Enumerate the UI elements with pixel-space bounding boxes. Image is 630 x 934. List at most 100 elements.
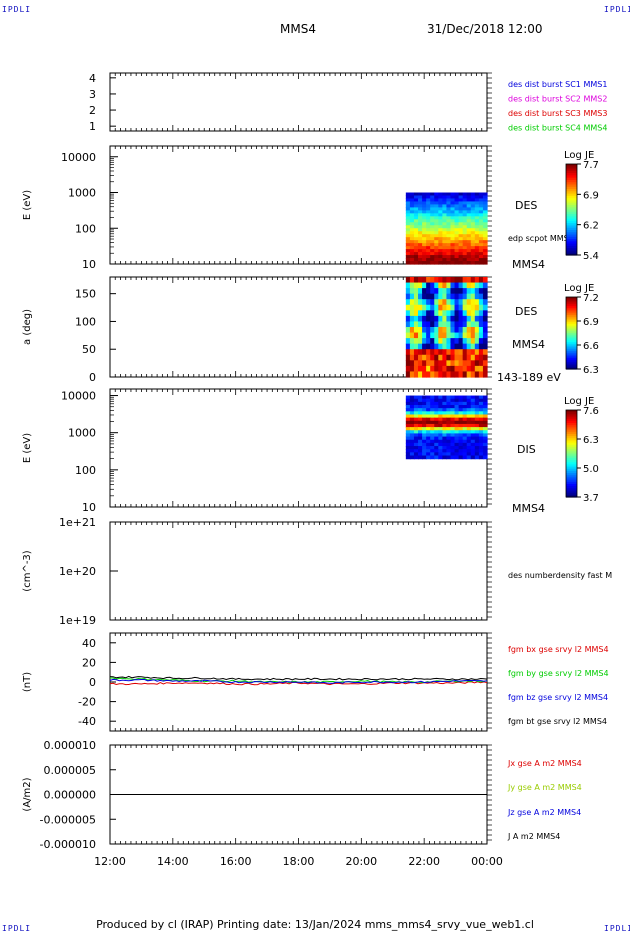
colorbar-segment (566, 477, 577, 481)
pitch-angle-cell (438, 332, 443, 339)
spectrogram-cell (426, 436, 431, 441)
spectrogram-cell (442, 427, 448, 431)
spectrogram-cell (438, 219, 443, 223)
pitch-angle-cell (466, 354, 472, 361)
pitch-angle-cell (413, 299, 419, 306)
colorbar-title: Log JE (564, 150, 594, 161)
spectrogram-cell (450, 420, 456, 425)
spectrogram-cell (474, 439, 480, 444)
colorbar-segment (566, 223, 577, 227)
pitch-angle-cell (438, 310, 443, 317)
spectrogram-cell (442, 398, 448, 403)
spectrogram-cell (474, 455, 480, 460)
colorbar-segment (566, 184, 577, 188)
spectrogram-cell (409, 411, 415, 416)
pitch-angle-cell (418, 365, 423, 373)
pitch-angle-cell (470, 277, 476, 284)
spectrogram-cell (470, 436, 476, 441)
pitch-angle-cell (454, 277, 460, 284)
pitch-angle-cell (454, 338, 460, 345)
colorbar-segment (566, 182, 577, 186)
pitch-angle-cell (430, 349, 435, 356)
pitch-angle-cell (405, 332, 411, 339)
spectrogram-cell (482, 442, 488, 447)
spectrogram-cell (462, 401, 468, 406)
spectrogram-cell (462, 433, 468, 438)
spectrogram-cell (422, 439, 427, 444)
spectrogram-cell (470, 255, 476, 259)
spectrogram-cell (446, 201, 452, 206)
spectrogram-cell (454, 430, 460, 435)
spectrogram-cell (422, 228, 427, 232)
pitch-angle-cell (422, 343, 427, 350)
spectrogram-cell (442, 204, 448, 209)
colorbar-segment (566, 204, 577, 208)
pitch-angle-cell (478, 343, 484, 350)
colorbar-segment (566, 418, 577, 422)
spectrogram-cell (409, 433, 415, 438)
legend-current-2: Jy gse A m2 MMS4 (507, 783, 582, 792)
pitch-angle-cell (426, 371, 431, 378)
panel-frame (109, 72, 488, 132)
spectrogram-cell (413, 446, 419, 450)
spectrogram-cell (409, 449, 415, 453)
pitch-angle-cell (418, 338, 423, 345)
spectrogram-cell (418, 452, 423, 457)
spectrogram-cell (409, 417, 415, 422)
spectrogram-cell (466, 455, 472, 460)
spectrogram-cell (466, 243, 472, 247)
spectrogram-cell (430, 240, 435, 244)
pitch-angle-cell (409, 332, 415, 339)
pitch-angle-cell (430, 315, 435, 323)
spectrogram-cell (438, 252, 443, 256)
pitch-angle-cell (426, 282, 431, 289)
spectrogram-cell (438, 237, 443, 241)
spectrogram-cell (446, 222, 452, 226)
spectrogram-cell (405, 258, 411, 262)
colorbar-segment (566, 245, 577, 249)
spectrogram-cell (434, 225, 439, 229)
spectrogram-cell (450, 414, 456, 419)
spectrogram-cell (450, 427, 456, 431)
pitch-angle-cell (405, 304, 411, 311)
y-tick-label: 0.000005 (44, 764, 97, 777)
spectrogram-cell (434, 442, 439, 447)
spectrogram-cell (442, 414, 448, 419)
spectrogram-cell (442, 213, 448, 217)
spectrogram-cell (409, 401, 415, 406)
pitch-angle-cell (454, 293, 460, 300)
spectrogram-cell (430, 216, 435, 220)
spectrogram-cell (438, 204, 443, 209)
spectrogram-cell (438, 192, 443, 197)
pitch-angle-cell (418, 371, 423, 378)
spectrogram-cell (426, 237, 431, 241)
pitch-angle-cell (462, 293, 468, 300)
spectrogram-cell (482, 436, 488, 441)
pitch-angle-cell (482, 277, 488, 284)
pitch-angle-cell (466, 277, 472, 284)
spectrogram-cell (474, 414, 480, 419)
spectrogram-cell (422, 192, 427, 197)
spectrogram-cell (470, 423, 476, 428)
colorbar-tick-label: 5.0 (583, 464, 599, 475)
spectrogram-cell (409, 427, 415, 431)
spectrogram-cell (426, 219, 431, 223)
pitch-angle-cell (474, 277, 480, 284)
spectrogram-cell (474, 427, 480, 431)
spectrogram-cell (482, 439, 488, 444)
pitch-angle-cell (413, 304, 419, 311)
spectrogram-cell (430, 452, 435, 457)
spectrogram-cell (482, 252, 488, 256)
spectrogram-cell (442, 249, 448, 253)
colorbar-segment (566, 164, 577, 167)
spectrogram-cell (454, 261, 460, 265)
pitch-angle-cell (426, 338, 431, 345)
pitch-angle-cell (438, 304, 443, 311)
pitch-angle-cell (478, 332, 484, 339)
spectrogram-cell (466, 210, 472, 214)
spectrogram-cell (409, 198, 415, 203)
spectrogram-cell (430, 192, 435, 197)
spectrogram-cell (462, 228, 468, 232)
pitch-angle-cell (470, 310, 476, 317)
spectrogram-cell (466, 249, 472, 253)
